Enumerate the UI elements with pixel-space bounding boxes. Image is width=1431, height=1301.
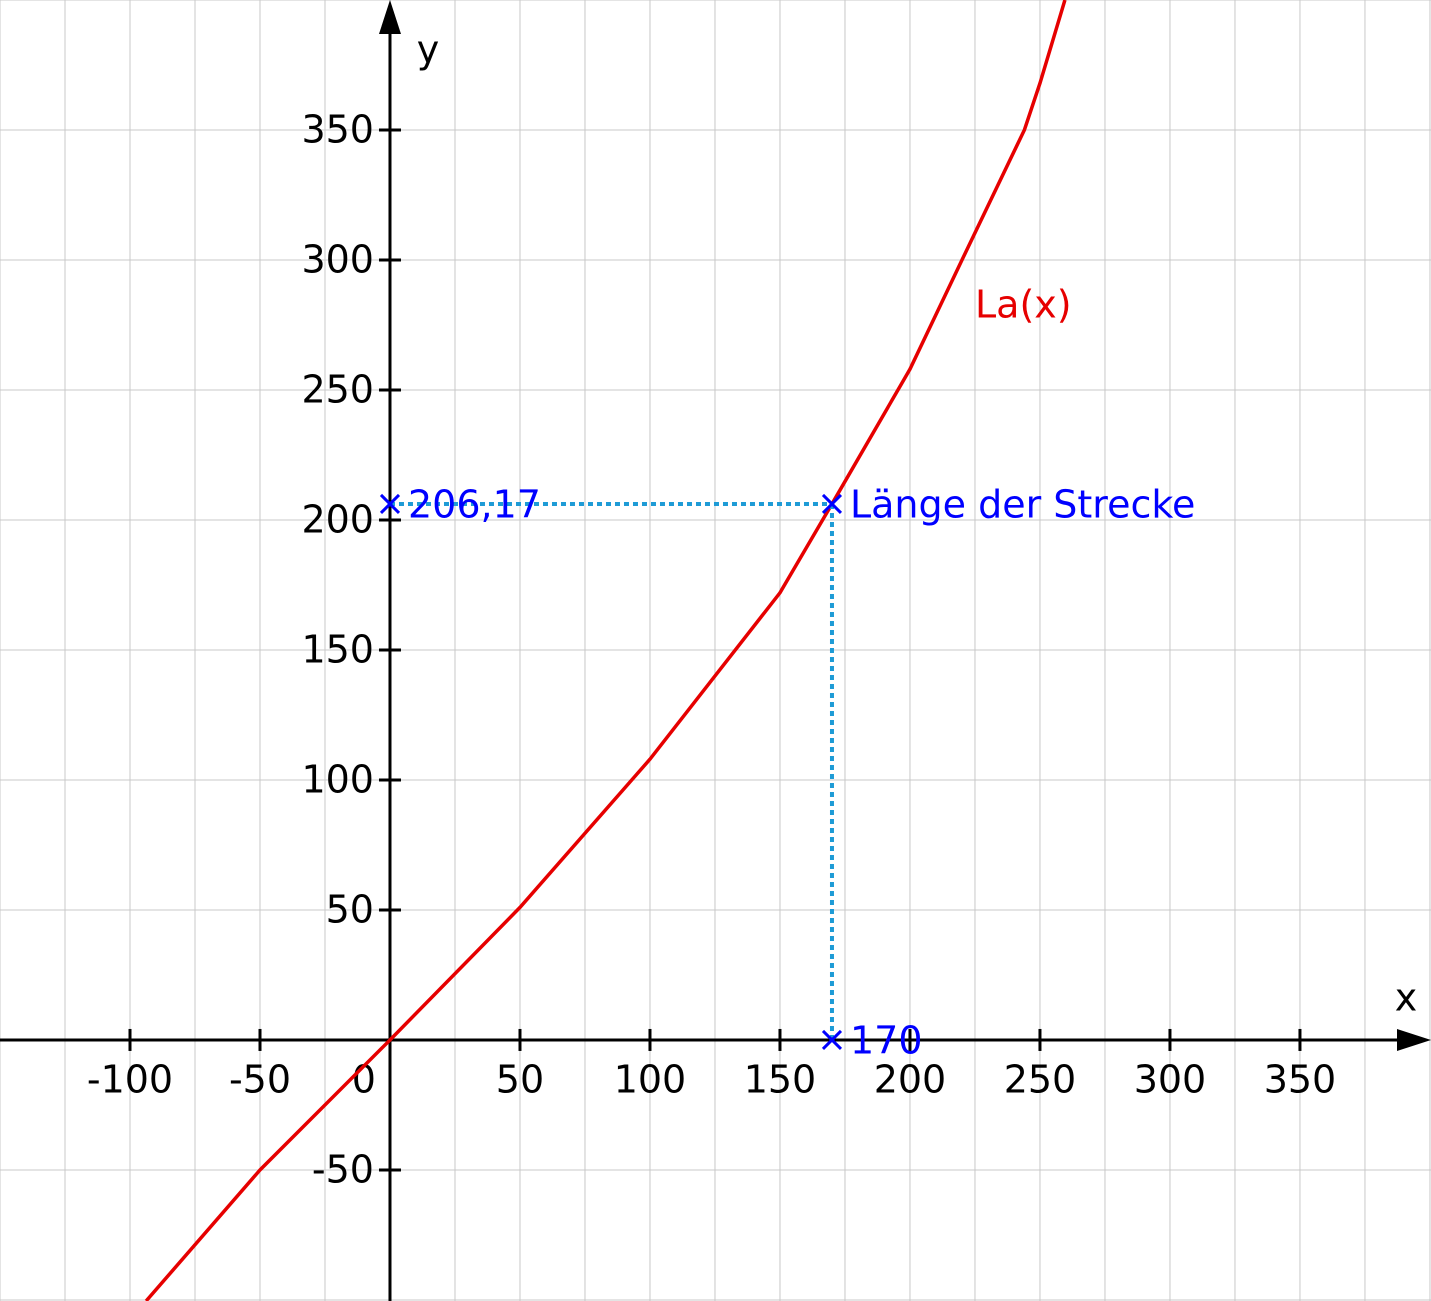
point-label: Länge der Strecke <box>850 482 1195 526</box>
x-tick-label: -100 <box>87 1057 173 1101</box>
x-axis-label: x <box>1395 975 1418 1019</box>
y-tick-label: 350 <box>301 107 374 151</box>
y-tick-label: 200 <box>301 497 374 541</box>
curve-label: La(x) <box>975 283 1072 327</box>
y-tick-label: 150 <box>301 627 374 671</box>
marker-stroke <box>821 1029 843 1051</box>
point-label: 170 <box>850 1018 923 1062</box>
x-tick-label: 200 <box>874 1057 947 1101</box>
x-tick-label: 150 <box>744 1057 817 1101</box>
x-tick-label: 50 <box>496 1057 544 1101</box>
marker-stroke <box>821 493 843 515</box>
point-marker <box>821 1029 843 1051</box>
y-tick-label: -50 <box>312 1147 374 1191</box>
y-tick-label: 50 <box>326 887 374 931</box>
y-tick-label: 250 <box>301 367 374 411</box>
point-label: 206,17 <box>408 482 541 526</box>
x-tick-label: 350 <box>1264 1057 1337 1101</box>
x-tick-label: 300 <box>1134 1057 1207 1101</box>
marker-stroke <box>379 493 401 515</box>
x-axis-arrow <box>1397 1028 1431 1051</box>
x-tick-label: -50 <box>229 1057 291 1101</box>
x-tick-label: 250 <box>1004 1057 1077 1101</box>
function-curve <box>144 0 1067 1301</box>
y-tick-label: 300 <box>301 237 374 281</box>
point-marker <box>821 493 843 515</box>
y-tick-label: 100 <box>301 757 374 801</box>
point-marker <box>379 493 401 515</box>
x-tick-label: 100 <box>614 1057 687 1101</box>
y-axis-label: y <box>417 28 440 72</box>
y-axis-arrow <box>378 0 401 34</box>
